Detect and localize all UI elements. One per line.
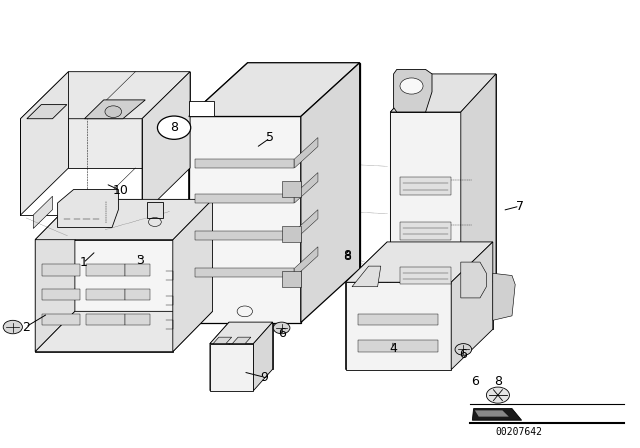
- Polygon shape: [282, 271, 301, 287]
- Polygon shape: [86, 264, 125, 276]
- Polygon shape: [86, 314, 125, 325]
- Polygon shape: [426, 74, 496, 278]
- Text: 5: 5: [266, 131, 274, 145]
- Polygon shape: [195, 231, 294, 240]
- Text: 10: 10: [113, 184, 128, 197]
- Text: 4: 4: [389, 342, 397, 355]
- Circle shape: [400, 78, 423, 94]
- Polygon shape: [125, 289, 150, 300]
- Polygon shape: [42, 289, 80, 300]
- Polygon shape: [189, 63, 248, 323]
- Polygon shape: [394, 69, 432, 112]
- Polygon shape: [451, 242, 493, 370]
- Polygon shape: [84, 100, 145, 119]
- Polygon shape: [42, 264, 80, 276]
- Polygon shape: [20, 72, 190, 119]
- Polygon shape: [358, 340, 438, 352]
- Text: 8: 8: [170, 121, 178, 134]
- Polygon shape: [210, 344, 253, 391]
- Text: 7: 7: [516, 199, 524, 213]
- Text: 8: 8: [344, 250, 351, 263]
- Text: 1: 1: [79, 256, 87, 270]
- Polygon shape: [189, 63, 360, 116]
- Text: 6: 6: [278, 327, 285, 340]
- Polygon shape: [232, 337, 251, 344]
- Polygon shape: [213, 337, 232, 344]
- Polygon shape: [195, 194, 294, 203]
- Polygon shape: [195, 159, 294, 168]
- Text: 8: 8: [344, 249, 351, 262]
- Polygon shape: [461, 74, 496, 316]
- Polygon shape: [387, 242, 493, 329]
- Circle shape: [3, 320, 22, 334]
- Polygon shape: [461, 262, 486, 298]
- Polygon shape: [189, 116, 301, 323]
- Circle shape: [486, 387, 509, 403]
- Polygon shape: [352, 266, 381, 287]
- Polygon shape: [142, 72, 190, 215]
- Polygon shape: [400, 177, 451, 195]
- Polygon shape: [125, 264, 150, 276]
- Polygon shape: [472, 409, 522, 420]
- Polygon shape: [189, 101, 214, 116]
- Polygon shape: [346, 282, 451, 370]
- Polygon shape: [253, 322, 273, 391]
- Polygon shape: [125, 314, 150, 325]
- Polygon shape: [346, 242, 493, 282]
- Polygon shape: [58, 190, 118, 228]
- Polygon shape: [210, 322, 273, 344]
- Polygon shape: [248, 63, 360, 269]
- Polygon shape: [229, 322, 273, 369]
- Polygon shape: [173, 199, 212, 352]
- Polygon shape: [35, 199, 212, 240]
- Polygon shape: [400, 267, 451, 284]
- Circle shape: [157, 116, 191, 139]
- Polygon shape: [195, 268, 294, 277]
- Polygon shape: [294, 247, 318, 277]
- Polygon shape: [475, 410, 509, 417]
- Text: 6: 6: [471, 375, 479, 388]
- Polygon shape: [75, 199, 212, 311]
- Polygon shape: [35, 240, 173, 352]
- Text: 00207642: 00207642: [495, 427, 542, 437]
- Polygon shape: [147, 202, 163, 218]
- Polygon shape: [282, 226, 301, 242]
- Polygon shape: [27, 104, 67, 119]
- Text: 2: 2: [22, 320, 29, 334]
- Polygon shape: [390, 74, 426, 316]
- Polygon shape: [294, 210, 318, 240]
- Polygon shape: [20, 72, 68, 215]
- Polygon shape: [35, 199, 75, 352]
- Polygon shape: [68, 72, 190, 168]
- Text: 9: 9: [260, 370, 268, 384]
- Polygon shape: [42, 314, 80, 325]
- Polygon shape: [282, 181, 301, 197]
- Circle shape: [455, 344, 472, 355]
- Polygon shape: [400, 222, 451, 240]
- Polygon shape: [358, 314, 438, 325]
- Circle shape: [105, 106, 122, 117]
- Polygon shape: [346, 242, 387, 370]
- Polygon shape: [210, 322, 229, 391]
- Polygon shape: [33, 196, 52, 228]
- Text: 8: 8: [494, 375, 502, 388]
- Text: 3: 3: [136, 254, 143, 267]
- Text: 6: 6: [460, 348, 467, 362]
- Polygon shape: [301, 63, 360, 323]
- Circle shape: [273, 322, 290, 334]
- Polygon shape: [35, 311, 212, 352]
- Polygon shape: [493, 273, 515, 320]
- Polygon shape: [390, 112, 461, 316]
- Polygon shape: [390, 74, 496, 112]
- Polygon shape: [294, 138, 318, 168]
- Polygon shape: [294, 172, 318, 203]
- Polygon shape: [86, 289, 125, 300]
